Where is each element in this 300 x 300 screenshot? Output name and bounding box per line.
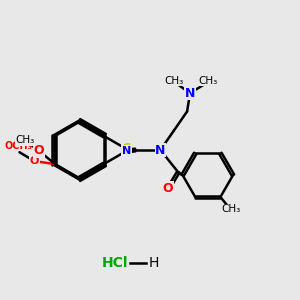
Text: H: H [148,256,159,270]
Text: O: O [33,144,44,157]
Text: N: N [155,143,166,157]
Text: S: S [122,142,131,155]
Text: N: N [122,146,131,156]
Text: CH₃: CH₃ [199,76,218,86]
Text: O: O [163,182,173,195]
Text: O: O [30,156,39,166]
Text: CH₃: CH₃ [164,76,183,86]
Text: HCl: HCl [102,256,128,270]
Text: CH₃: CH₃ [221,204,240,214]
Text: N: N [185,87,195,100]
Text: CH₃: CH₃ [16,135,35,146]
Text: OCH₃: OCH₃ [4,141,32,151]
